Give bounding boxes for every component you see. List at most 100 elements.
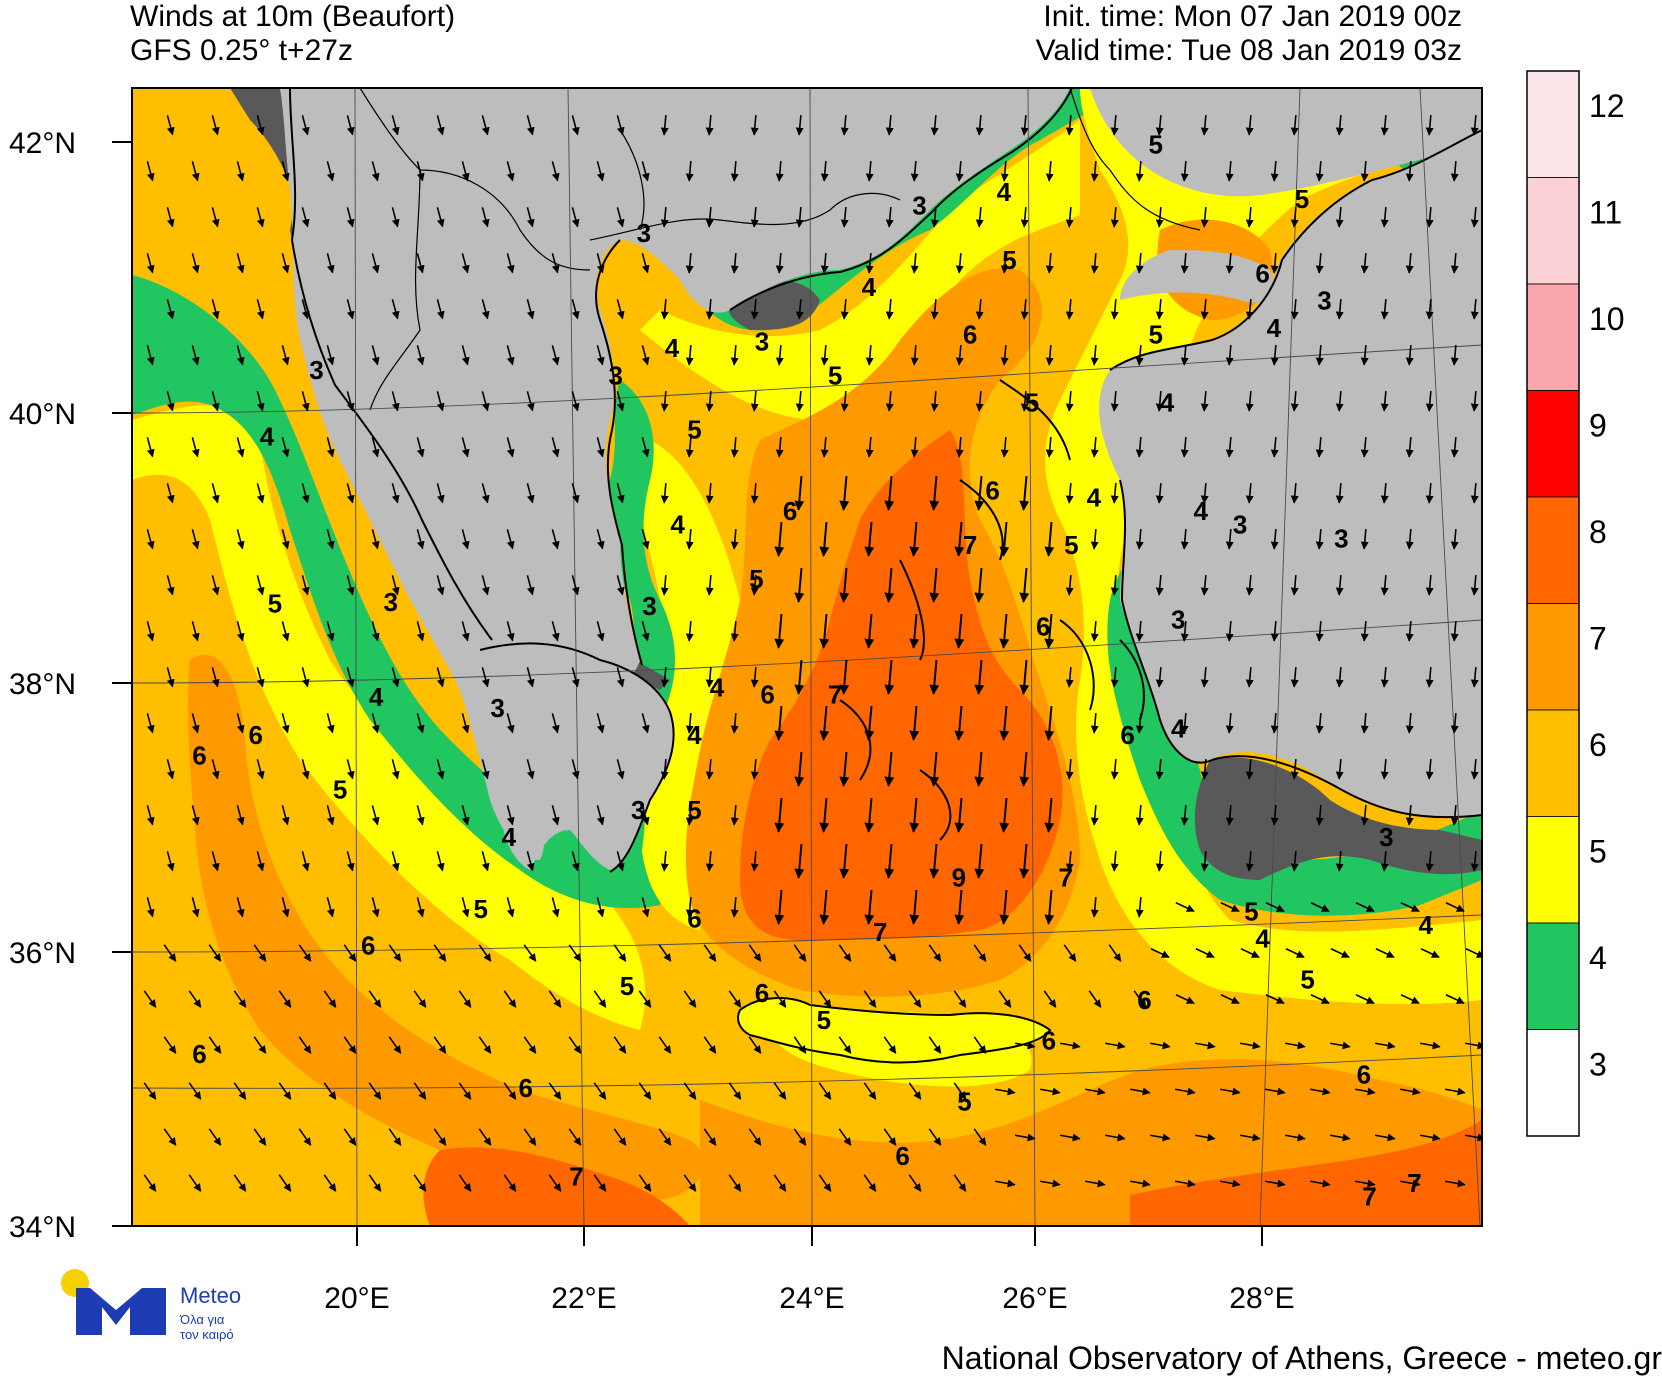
wind-arrow xyxy=(236,897,245,918)
wind-arrow xyxy=(1425,666,1434,688)
wind-arrow xyxy=(391,207,400,228)
wind-arrow xyxy=(1290,206,1299,228)
wind-arrow xyxy=(436,575,445,596)
wind-arrow xyxy=(930,390,939,412)
wind-arrow xyxy=(526,483,535,504)
wind-arrow xyxy=(416,529,425,550)
contour-label: 6 xyxy=(1036,611,1050,641)
wind-arrow xyxy=(236,437,245,458)
wind-arrow xyxy=(1290,482,1299,504)
wind-arrow xyxy=(1044,613,1055,649)
wind-arrow xyxy=(436,483,445,504)
wind-arrow xyxy=(1175,994,1195,1004)
wind-arrow xyxy=(1375,948,1395,958)
wind-arrow xyxy=(928,944,942,962)
wind-arrow xyxy=(371,621,380,642)
wind-arrow xyxy=(929,751,940,787)
wind-arrow xyxy=(1420,948,1440,958)
wind-arrow xyxy=(146,805,155,826)
wind-arrow xyxy=(551,161,560,182)
wind-arrow xyxy=(685,528,694,550)
wind-arrow xyxy=(506,161,515,182)
wind-arrow xyxy=(973,1036,987,1054)
wind-arrow xyxy=(461,253,470,274)
contour-label: 3 xyxy=(490,693,504,723)
wind-arrow xyxy=(1200,482,1209,504)
wind-arrow xyxy=(909,613,920,649)
wind-arrow xyxy=(1045,252,1054,274)
wind-arrow xyxy=(1000,160,1009,182)
wind-arrow xyxy=(1270,804,1279,826)
wind-arrow xyxy=(730,436,739,458)
land-turkey xyxy=(1080,88,1482,817)
wind-arrow xyxy=(281,345,290,366)
wind-arrow xyxy=(616,667,625,688)
wind-arrow xyxy=(458,1174,472,1192)
wind-arrow xyxy=(1044,521,1055,557)
wind-arrow xyxy=(1335,758,1344,780)
wind-arrow xyxy=(1270,160,1279,182)
wind-arrow xyxy=(593,990,607,1008)
wind-arrow xyxy=(616,299,625,320)
contour-label: 5 xyxy=(687,795,701,825)
wind-arrow xyxy=(1470,574,1479,596)
legend-swatch xyxy=(1526,390,1580,498)
wind-arrow xyxy=(1065,298,1074,320)
wind-arrow xyxy=(551,621,560,642)
wind-arrow xyxy=(1175,902,1195,912)
wind-arrow xyxy=(1019,475,1030,511)
wind-arrow xyxy=(1405,620,1414,642)
wind-arrow xyxy=(1150,1133,1171,1142)
zone-aegean-west-5 xyxy=(637,120,1080,930)
wind-arrow xyxy=(596,529,605,550)
wind-arrow xyxy=(974,475,985,511)
wind-arrow xyxy=(1335,666,1344,688)
wind-arrow xyxy=(1450,528,1459,550)
logo-tagline: Όλα για τον καιρό xyxy=(180,1312,234,1342)
wind-arrow xyxy=(278,1174,292,1192)
wind-arrow xyxy=(1405,528,1414,550)
wind-arrow xyxy=(1018,944,1032,962)
zone-ionian-4 xyxy=(132,275,662,909)
wind-arrow xyxy=(146,529,155,550)
wind-arrow xyxy=(256,391,265,412)
contour-label: 6 xyxy=(1042,1026,1056,1056)
wind-arrow xyxy=(1085,1087,1106,1096)
wind-arrow xyxy=(506,621,515,642)
wind-arrow xyxy=(1090,344,1099,366)
wind-arrow xyxy=(1155,482,1164,504)
logo-word: Meteo xyxy=(180,1283,242,1308)
wind-arrow xyxy=(1450,160,1459,182)
wind-arrow xyxy=(910,344,919,366)
contour-label: 7 xyxy=(1362,1182,1376,1212)
wind-arrow xyxy=(1108,944,1122,962)
wind-arrow xyxy=(301,207,310,228)
wind-arrow xyxy=(1155,390,1164,412)
wind-arrow xyxy=(1225,252,1234,274)
wind-arrow xyxy=(1270,344,1279,366)
wind-arrow xyxy=(461,437,470,458)
wind-arrow xyxy=(1019,843,1030,879)
wind-arrow xyxy=(323,1082,337,1100)
wind-arrow xyxy=(1110,482,1119,504)
wind-arrow xyxy=(388,944,402,962)
wind-arrow xyxy=(191,621,200,642)
contour-label: 6 xyxy=(963,320,977,350)
wind-arrow xyxy=(481,207,490,228)
wind-arrow xyxy=(884,475,895,511)
wind-arrow xyxy=(1265,1179,1286,1188)
logo-mark xyxy=(76,1288,166,1335)
wind-arrow xyxy=(884,751,895,787)
contour-label: 5 xyxy=(1300,964,1314,994)
wind-arrow xyxy=(1090,896,1099,918)
contour-label: 4 xyxy=(1419,910,1434,940)
wind-arrow xyxy=(1135,252,1144,274)
wind-arrow xyxy=(1065,206,1074,228)
wind-arrow xyxy=(730,896,739,918)
wind-arrow xyxy=(616,115,625,136)
wind-arrow xyxy=(685,252,694,274)
wind-arrow xyxy=(256,207,265,228)
wind-arrow xyxy=(930,298,939,320)
wind-arrow xyxy=(416,897,425,918)
wind-arrow xyxy=(548,990,562,1008)
